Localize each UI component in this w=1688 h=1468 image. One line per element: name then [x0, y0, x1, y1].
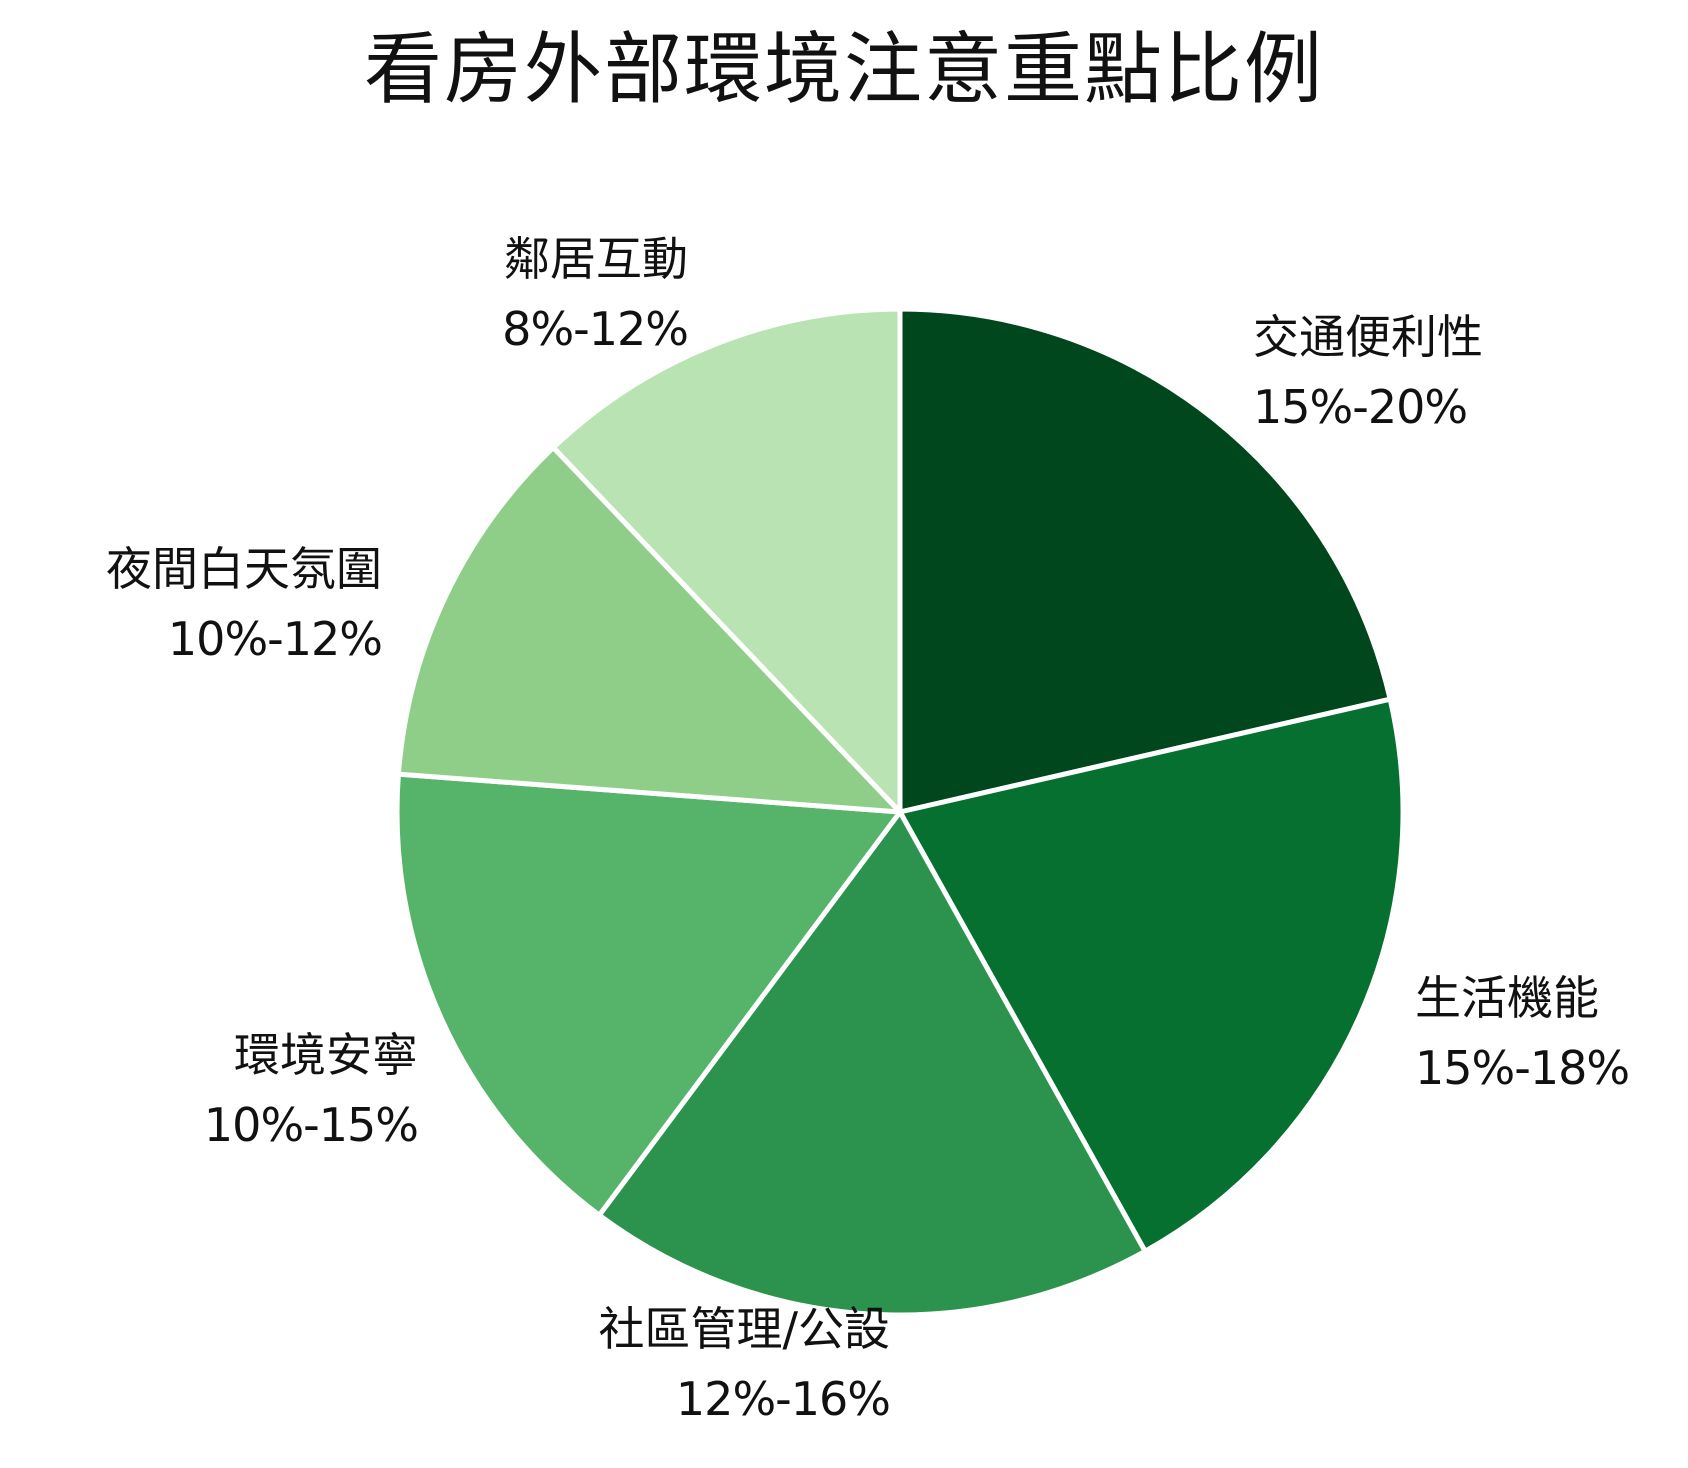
- chart-title: 看房外部環境注意重點比例: [363, 25, 1324, 115]
- slice-label-name: 鄰居互動: [504, 232, 688, 286]
- slice-label-生活機能: 生活機能 15%-18%: [1415, 963, 1630, 1103]
- pie-slice-社區管理公設: [596, 809, 1148, 1318]
- pie-slice-生活機能: [897, 696, 1406, 1254]
- slice-label-name: 夜間白天氛圍: [106, 542, 382, 596]
- slice-label-夜間白天氛圍: 夜間白天氛圍 10%-12%: [106, 534, 383, 674]
- slice-label-name: 社區管理/公設: [598, 1302, 891, 1356]
- slice-label-社區管理公設: 社區管理/公設 12%-16%: [599, 1294, 891, 1434]
- slice-label-name: 交通便利性: [1253, 310, 1483, 364]
- slice-label-name: 環境安寧: [234, 1028, 418, 1082]
- slice-label-range: 15%-18%: [1415, 1041, 1630, 1095]
- pie-slice-環境安寧: [394, 771, 903, 1218]
- slice-label-range: 12%-16%: [675, 1372, 891, 1426]
- slice-label-交通便利性: 交通便利性 15%-20%: [1253, 302, 1483, 442]
- slice-label-鄰居互動: 鄰居互動 8%-12%: [502, 224, 689, 364]
- pie-slice-鄰居互動: [550, 306, 903, 815]
- slice-label-range: 10%-12%: [167, 612, 383, 666]
- slice-label-環境安寧: 環境安寧 10%-15%: [203, 1020, 419, 1160]
- slice-label-range: 10%-15%: [203, 1098, 419, 1152]
- slice-label-range: 15%-20%: [1253, 380, 1468, 434]
- slice-label-range: 8%-12%: [502, 302, 689, 356]
- pie-slice-交通便利性: [897, 306, 1393, 815]
- slice-label-name: 生活機能: [1415, 971, 1599, 1025]
- pie-slice-夜間白天氛圍: [395, 445, 903, 815]
